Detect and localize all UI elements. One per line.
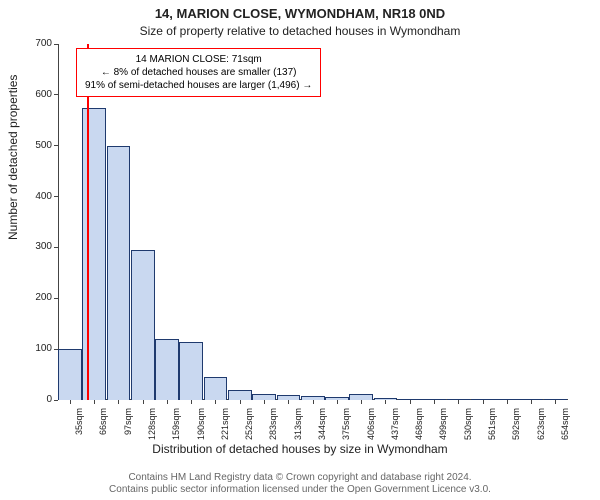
- property-marker-line: [87, 44, 89, 400]
- y-tick: [54, 349, 58, 350]
- y-tick-label: 700: [24, 38, 52, 49]
- x-tick-label: 623sqm: [536, 408, 546, 440]
- x-axis-label: Distribution of detached houses by size …: [0, 442, 600, 456]
- x-tick: [483, 400, 484, 404]
- x-tick-label: 221sqm: [220, 408, 230, 440]
- y-tick-label: 500: [24, 140, 52, 151]
- x-tick: [288, 400, 289, 404]
- x-tick: [507, 400, 508, 404]
- y-tick: [54, 44, 58, 45]
- chart-subtitle: Size of property relative to detached ho…: [0, 24, 600, 38]
- histogram-bar: [155, 339, 179, 400]
- y-tick: [54, 247, 58, 248]
- x-tick: [385, 400, 386, 404]
- x-tick: [337, 400, 338, 404]
- histogram-bar: [107, 146, 131, 400]
- histogram-bar: [228, 390, 252, 400]
- x-tick: [240, 400, 241, 404]
- x-tick: [410, 400, 411, 404]
- x-tick-label: 561sqm: [487, 408, 497, 440]
- x-tick-label: 654sqm: [560, 408, 570, 440]
- y-tick: [54, 400, 58, 401]
- footer-line-2: Contains public sector information licen…: [0, 484, 600, 496]
- x-tick-label: 592sqm: [511, 408, 521, 440]
- x-tick-label: 159sqm: [171, 408, 181, 440]
- x-tick: [143, 400, 144, 404]
- x-tick-label: 190sqm: [196, 408, 206, 440]
- plot-area: 0100200300400500600700 35sqm66sqm97sqm12…: [58, 44, 568, 400]
- x-tick-label: 437sqm: [390, 408, 400, 440]
- annotation-line: 91% of semi-detached houses are larger (…: [85, 79, 312, 92]
- x-tick: [361, 400, 362, 404]
- y-tick-label: 400: [24, 191, 52, 202]
- x-tick-label: 406sqm: [366, 408, 376, 440]
- y-tick: [54, 145, 58, 146]
- y-axis-line: [58, 44, 59, 400]
- x-tick: [313, 400, 314, 404]
- y-tick: [54, 298, 58, 299]
- chart-title: 14, MARION CLOSE, WYMONDHAM, NR18 0ND: [0, 6, 600, 21]
- x-tick-label: 313sqm: [293, 408, 303, 440]
- x-tick: [70, 400, 71, 404]
- y-tick-label: 200: [24, 292, 52, 303]
- x-tick-label: 499sqm: [438, 408, 448, 440]
- x-tick-label: 283sqm: [268, 408, 278, 440]
- x-tick: [434, 400, 435, 404]
- x-tick-label: 128sqm: [147, 408, 157, 440]
- x-tick-label: 344sqm: [317, 408, 327, 440]
- y-tick-label: 300: [24, 241, 52, 252]
- x-tick-label: 66sqm: [98, 408, 108, 435]
- x-tick: [167, 400, 168, 404]
- x-tick: [118, 400, 119, 404]
- y-tick: [54, 196, 58, 197]
- x-tick-label: 252sqm: [244, 408, 254, 440]
- histogram-bar: [179, 342, 203, 400]
- x-tick: [215, 400, 216, 404]
- x-tick: [264, 400, 265, 404]
- x-tick-label: 530sqm: [463, 408, 473, 440]
- x-tick: [531, 400, 532, 404]
- x-tick-label: 97sqm: [123, 408, 133, 435]
- x-tick-label: 375sqm: [341, 408, 351, 440]
- x-tick-label: 468sqm: [414, 408, 424, 440]
- histogram-bar: [131, 250, 155, 400]
- y-tick-label: 0: [24, 394, 52, 405]
- footer-line-1: Contains HM Land Registry data © Crown c…: [0, 472, 600, 484]
- y-tick-label: 600: [24, 89, 52, 100]
- histogram-bar: [58, 349, 82, 400]
- annotation-line: ← 8% of detached houses are smaller (137…: [85, 66, 312, 79]
- histogram-bar: [204, 377, 228, 400]
- footer: Contains HM Land Registry data © Crown c…: [0, 472, 600, 496]
- annotation-box: 14 MARION CLOSE: 71sqm← 8% of detached h…: [76, 48, 321, 97]
- x-tick: [555, 400, 556, 404]
- y-axis-label: Number of detached properties: [6, 75, 20, 240]
- x-tick: [458, 400, 459, 404]
- y-tick-label: 100: [24, 343, 52, 354]
- x-tick: [94, 400, 95, 404]
- x-tick-label: 35sqm: [74, 408, 84, 435]
- x-tick: [191, 400, 192, 404]
- annotation-line: 14 MARION CLOSE: 71sqm: [85, 53, 312, 66]
- y-tick: [54, 94, 58, 95]
